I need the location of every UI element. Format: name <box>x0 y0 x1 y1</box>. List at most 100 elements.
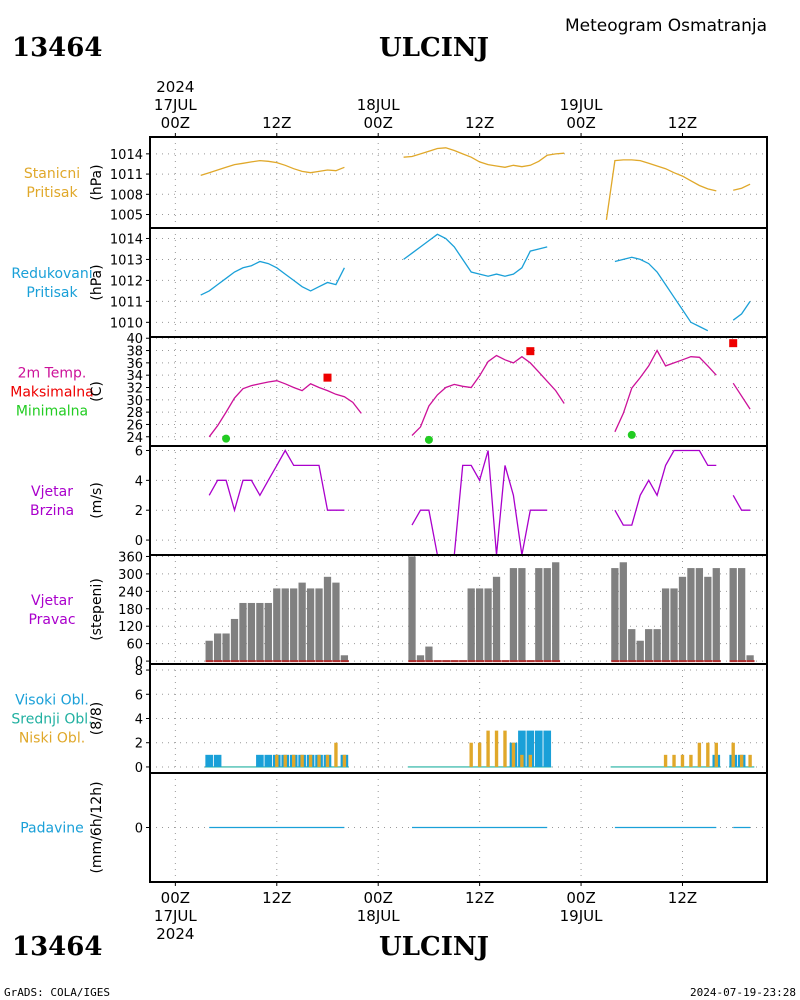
time-label-top-line3: 12Z <box>262 114 291 132</box>
cloud-high-bar <box>213 754 222 767</box>
footer-timestamp: 2024-07-19-23:28 <box>690 986 796 999</box>
cloud-low-bar <box>731 742 735 767</box>
wind-dir-bar <box>475 588 484 662</box>
wind-dir-base <box>264 660 273 663</box>
cloud-low-bar <box>503 730 507 767</box>
y-tick-label-temperature: 28 <box>126 406 143 421</box>
panel-label-clouds-0: Visoki Obl. <box>15 693 89 709</box>
y-tick-label-wind_dir: 300 <box>118 568 143 583</box>
unit-label-wind_dir: (stepeni) <box>89 578 105 641</box>
wind-dir-bar <box>670 588 678 662</box>
wind-dir-base <box>653 660 662 663</box>
y-tick-label-wind_dir: 360 <box>118 550 143 565</box>
wind-dir-base <box>332 660 341 663</box>
wind-dir-base <box>729 660 738 663</box>
y-tick-label-wind_dir: 60 <box>126 638 143 653</box>
wind-dir-bar <box>611 568 619 662</box>
wind-dir-bar <box>552 562 560 662</box>
wind-dir-base <box>661 660 671 663</box>
temp-max-marker <box>729 339 738 348</box>
wind-dir-base <box>256 660 265 663</box>
wind-dir-bar <box>425 646 433 662</box>
cloud-high-bar <box>264 754 273 767</box>
wind-dir-base <box>408 660 417 663</box>
wind-dir-base <box>450 660 459 663</box>
y-tick-label-temperature: 36 <box>126 357 143 372</box>
wind-dir-base <box>628 660 637 663</box>
wind-dir-base <box>611 660 620 663</box>
wind-speed-line <box>614 449 717 526</box>
wind-dir-bar <box>467 588 475 662</box>
wind-dir-base <box>636 660 645 663</box>
y-tick-label-clouds: 6 <box>135 688 143 703</box>
panel-label-wind_dir-0: Vjetar <box>31 593 73 609</box>
y-tick-label-reduced_pressure: 1010 <box>110 316 143 331</box>
wind-dir-bar <box>222 633 230 662</box>
wind-dir-base <box>315 660 324 663</box>
wind-dir-base <box>492 660 501 663</box>
panel-label-wind_dir-1: Pravac <box>28 612 75 628</box>
station-pressure-line <box>200 159 345 177</box>
y-tick-label-clouds: 0 <box>135 761 143 776</box>
cloud-low-bar <box>486 730 490 767</box>
wind-dir-bar <box>738 568 746 662</box>
time-label-bottom-line2: 17JUL <box>154 907 197 925</box>
y-tick-label-station_pressure: 1008 <box>110 188 143 203</box>
y-tick-label-temperature: 34 <box>126 369 143 384</box>
unit-label-temperature: (C) <box>89 381 105 402</box>
panel-label-clouds-2: Niski Obl. <box>19 731 85 747</box>
cloud-high-bar <box>543 730 552 767</box>
temp-min-marker <box>424 435 433 444</box>
temperature-line <box>411 354 565 436</box>
panel-label-reduced_pressure-1: Pritisak <box>26 285 78 301</box>
wind-dir-base <box>416 660 425 663</box>
temp-max-marker <box>526 347 535 356</box>
wind-dir-base <box>509 660 518 663</box>
chart-subtitle: Meteogram Osmatranja <box>565 16 767 36</box>
wind-dir-bar <box>290 588 298 662</box>
wind-dir-base <box>526 660 535 663</box>
wind-dir-base <box>712 660 721 663</box>
wind-dir-bar <box>678 576 687 662</box>
wind-dir-base <box>552 660 561 663</box>
wind-dir-bar <box>518 568 526 662</box>
cloud-high-bar <box>534 730 543 767</box>
wind-dir-bar <box>729 568 737 662</box>
wind-dir-bar <box>509 568 518 662</box>
wind-dir-bar <box>315 588 323 662</box>
wind-dir-bar <box>273 588 281 662</box>
y-tick-label-reduced_pressure: 1011 <box>110 295 143 310</box>
time-label-top-line2: 17JUL <box>154 96 197 114</box>
y-tick-label-station_pressure: 1005 <box>110 209 143 224</box>
time-label-top-line3: 12Z <box>668 114 697 132</box>
cloud-high-bar <box>256 754 264 767</box>
wind-dir-bar <box>281 588 289 662</box>
wind-dir-base <box>645 660 654 663</box>
cloud-low-bar <box>469 742 473 767</box>
y-tick-label-station_pressure: 1014 <box>110 148 143 163</box>
temp-max-marker <box>323 373 332 382</box>
cloud-low-bar <box>334 742 338 767</box>
time-label-bottom-line1: 12Z <box>262 889 291 907</box>
time-label-top-line3: 12Z <box>465 114 494 132</box>
wind-dir-bar <box>416 655 425 662</box>
y-tick-label-temperature: 30 <box>126 394 143 409</box>
time-label-top-line3: 00Z <box>566 114 595 132</box>
wind-dir-base <box>433 660 442 663</box>
y-tick-label-reduced_pressure: 1014 <box>110 232 143 247</box>
reduced-pressure-line <box>200 260 345 296</box>
y-tick-label-reduced_pressure: 1012 <box>110 274 143 289</box>
y-tick-label-temperature: 38 <box>126 345 143 360</box>
time-label-bottom-line1: 12Z <box>465 889 494 907</box>
wind-dir-base <box>543 660 552 663</box>
wind-dir-base <box>306 660 316 663</box>
wind-dir-bar <box>256 602 264 662</box>
wind-dir-base <box>290 660 299 663</box>
cloud-low-bar <box>680 754 685 767</box>
unit-label-clouds: (8/8) <box>89 702 105 735</box>
panel-label-precip-0: Padavine <box>20 821 84 837</box>
cloud-high-bar <box>518 730 526 767</box>
wind-dir-bar <box>247 602 256 662</box>
panel-label-clouds-1: Srednji Obl. <box>11 712 92 728</box>
